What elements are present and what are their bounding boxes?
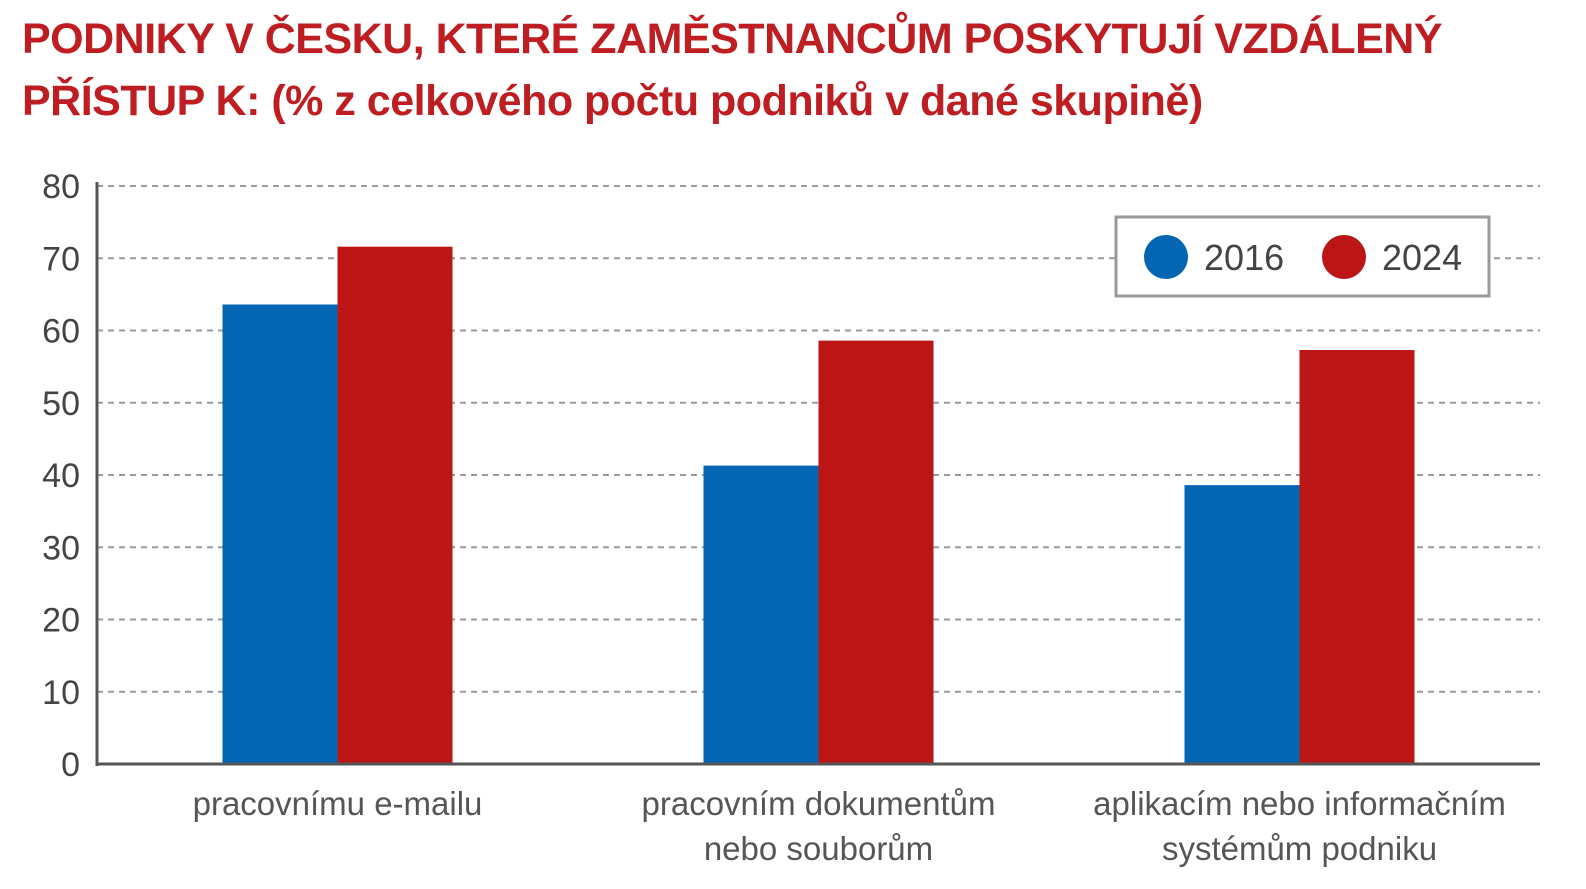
y-tick-label: 40	[42, 457, 80, 495]
x-category-labels: pracovnímu e-mailu pracovním dokumentům ne…	[193, 785, 1506, 867]
chart-title-line-1: PODNIKY V ČESKU, KTERÉ ZAMĚSTNANCŮM POSK…	[22, 15, 1443, 63]
y-tick-label: 50	[42, 385, 80, 423]
bars	[222, 246, 1415, 764]
x-category-label: systémům podniku	[1162, 830, 1437, 867]
bar-2016	[1184, 485, 1300, 764]
x-category-label: pracovnímu e-mailu	[193, 785, 483, 822]
legend-label: 2024	[1382, 237, 1462, 278]
bar-2024	[337, 246, 453, 764]
y-tick-labels: 0 10 20 30 40 50 60 70 80	[42, 168, 80, 784]
bar-2024	[818, 340, 934, 764]
axes	[95, 182, 1540, 766]
y-tick-label: 10	[42, 674, 80, 712]
y-tick-label: 20	[42, 602, 80, 640]
y-tick-label: 0	[61, 746, 80, 784]
y-tick-label: 80	[42, 168, 80, 206]
chart-title: PODNIKY V ČESKU, KTERÉ ZAMĚSTNANCŮM POSK…	[22, 8, 1562, 132]
legend-marker-2024	[1322, 235, 1366, 279]
legend-marker-2016	[1144, 235, 1188, 279]
legend-label: 2016	[1204, 237, 1284, 278]
bar-2024	[1299, 350, 1415, 764]
bar-2016	[703, 465, 819, 764]
y-tick-label: 70	[42, 240, 80, 278]
legend: 2016 2024	[1114, 215, 1491, 298]
x-category-label: nebo souborům	[704, 830, 933, 867]
x-category-label: pracovním dokumentům	[642, 785, 996, 822]
y-tick-label: 30	[42, 529, 80, 567]
bar-2016	[222, 304, 338, 764]
y-tick-label: 60	[42, 313, 80, 351]
chart-title-line-2: PŘÍSTUP K: (% z celkového počtu podniků …	[22, 77, 1203, 125]
x-category-label: aplikacím nebo informačním	[1093, 785, 1506, 822]
